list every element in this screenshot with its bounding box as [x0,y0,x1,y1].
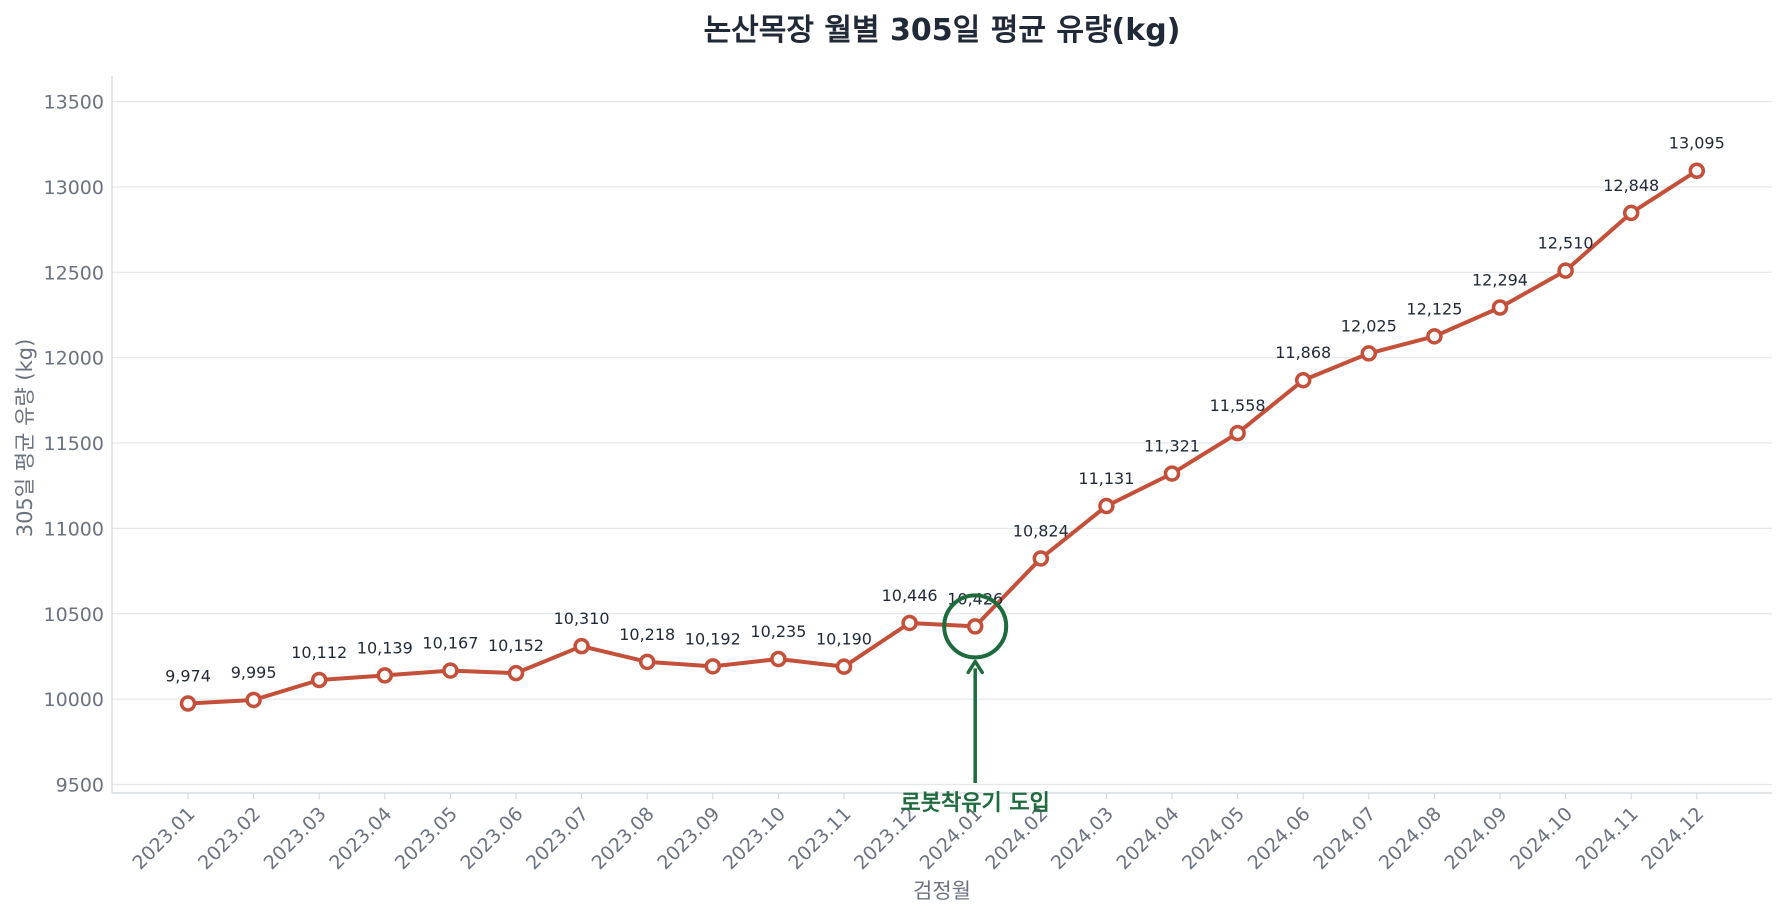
data-points [179,162,1706,712]
y-tick-label: 13500 [44,92,104,114]
data-point [310,671,328,689]
data-label: 12,848 [1603,176,1659,195]
data-point [1163,465,1181,482]
annotation-arrow-head [966,659,984,675]
data-label: 10,190 [816,630,872,649]
data-label: 11,321 [1144,437,1200,456]
data-point [901,614,918,632]
x-tick-label: 2024.10 [1506,803,1577,874]
data-point [1622,204,1640,222]
data-label: 10,446 [882,586,938,605]
data-label: 12,294 [1472,270,1528,289]
x-tick-label: 2024.11 [1572,803,1643,874]
y-tick-label: 10500 [44,604,104,626]
y-tick-label: 13000 [44,177,104,199]
chart-title: 논산목장 월별 305일 평균 유량(kg) [704,13,1181,48]
data-labels: 9,974 9,995 10,112 10,139 10,167 10,152 10,310… [165,134,1725,686]
data-label: 10,426 [947,589,1003,608]
x-tick-label: 2023.09 [653,803,724,874]
x-tick-label: 2023.05 [391,803,462,874]
data-point [179,695,197,712]
data-label: 10,235 [750,622,806,641]
x-axis-label: 검정월 [913,879,971,903]
y-tick-label: 11000 [44,518,104,540]
x-tick-label: 2024.08 [1375,803,1446,874]
x-tick-label: 2023.01 [128,803,199,874]
x-tick-label: 2023.11 [784,803,855,874]
y-tick-label: 12000 [44,348,104,370]
data-point [1426,328,1443,345]
annotation-circle [942,593,1009,660]
data-point [1229,424,1246,442]
data-point [835,658,853,675]
x-tick-label: 2023.07 [522,803,593,874]
data-point [770,650,787,668]
y-tick-label: 10000 [44,689,104,711]
y-tick-label: 9500 [56,774,104,796]
x-tick-label: 2023.10 [719,803,790,874]
x-tick-label: 2023.06 [456,803,527,874]
annotation-text: 로봇착유기 도입 [901,791,1050,816]
data-label: 13,095 [1669,134,1725,153]
x-tick-label: 2024.05 [1178,803,1249,874]
y-tick-label: 12500 [44,262,104,284]
y-tick-label: 11500 [44,433,104,455]
data-point [1491,299,1509,316]
data-point [376,667,394,684]
data-point [1557,262,1574,279]
x-tick-label: 2024.12 [1637,803,1708,874]
data-point [1032,550,1050,567]
data-label: 10,139 [357,638,413,657]
data-label: 11,558 [1210,396,1266,415]
x-tick-label: 2023.08 [588,803,659,874]
data-label: 10,218 [619,625,675,644]
data-label: 10,152 [488,636,544,655]
data-point [704,658,722,675]
data-point [966,618,984,635]
x-tick-label: 2024.09 [1440,803,1511,874]
data-point [1360,345,1378,362]
data-point [1294,371,1312,389]
x-tick-label: 2023.04 [325,803,396,874]
data-label: 10,824 [1013,521,1069,540]
axes [111,76,1772,794]
x-tick-label: 2024.03 [1047,803,1118,874]
data-label: 11,868 [1275,343,1331,362]
annotation [942,593,1009,783]
data-point [638,653,656,671]
data-point [442,662,459,679]
data-label: 10,167 [422,634,478,653]
grid-lines [112,101,1772,786]
data-point [573,637,590,655]
data-label: 9,974 [165,667,211,686]
data-label: 12,025 [1341,316,1397,335]
x-tick-label: 2023.03 [260,803,331,874]
data-label: 10,192 [685,629,741,648]
data-point [245,691,262,709]
data-point [1098,497,1115,515]
x-tick-label: 2023.02 [194,803,265,874]
x-tick-label: 2024.07 [1309,803,1380,874]
x-tick-label: 2024.06 [1244,803,1315,874]
x-tick-label: 2024.04 [1112,803,1183,874]
data-label: 12,510 [1538,234,1594,253]
data-label: 12,125 [1406,299,1462,318]
data-point [1688,162,1706,179]
y-tick-labels: 9500 10000 10500 11000 11500 12000 12500 13000 1… [44,92,104,797]
data-label: 10,310 [554,609,610,628]
data-label: 10,112 [291,643,347,662]
y-axis-label: 305일 평균 유량 (kg) [13,339,37,538]
data-point [507,664,525,682]
data-label: 9,995 [231,663,277,682]
data-label: 11,131 [1078,469,1134,488]
